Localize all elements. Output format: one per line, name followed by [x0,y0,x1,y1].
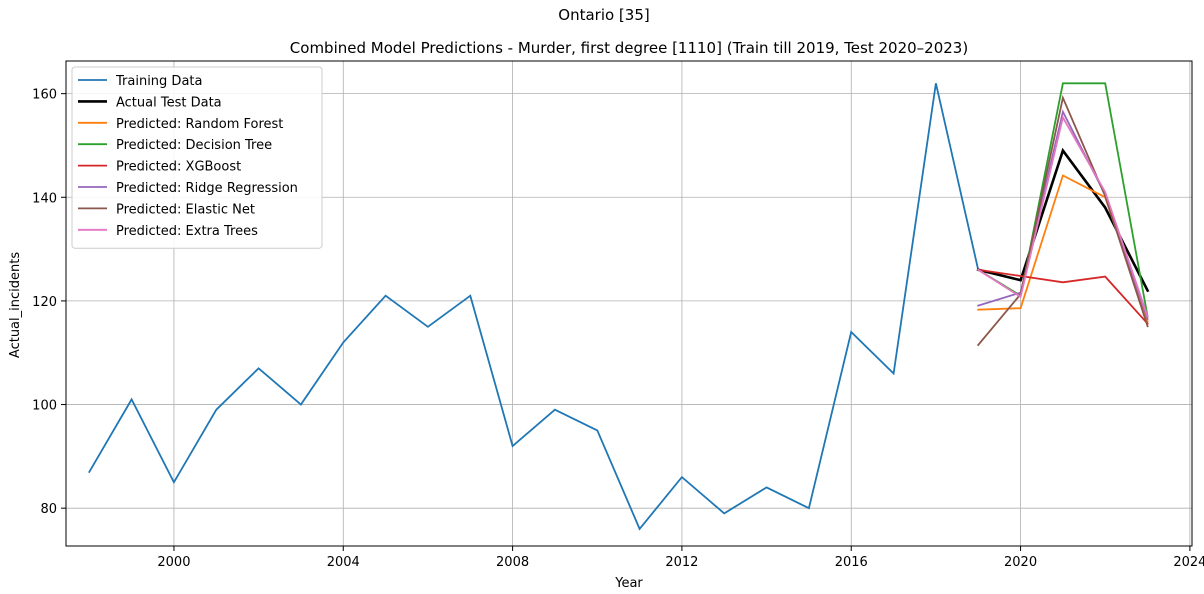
series-line-1 [976,147,1150,293]
series-line-7 [976,115,1149,318]
y-tick-label: 120 [32,295,57,310]
series-line-0 [88,83,980,531]
legend-box [71,66,323,249]
plot-lines [88,82,1150,531]
series-line-4 [977,268,1149,325]
x-tick-label: 2016 [835,555,868,570]
legend-label: Predicted: Extra Trees [116,224,258,239]
y-tick-label: 80 [40,502,57,517]
x-tick-label: 2000 [157,555,190,570]
y-tick-label: 160 [32,88,57,103]
legend-label: Predicted: XGBoost [116,160,241,175]
legend-label: Predicted: Decision Tree [116,138,272,153]
y-axis-label: Actual_incidents [8,252,23,358]
x-tick-label: 2004 [327,555,360,570]
chart-title: Combined Model Predictions - Murder, fir… [290,39,968,57]
series-line-6 [976,94,1149,347]
x-tick-label: 2012 [665,555,698,570]
plot-frame [65,60,1193,547]
axis-ticks: 2000 2004 2008 2012 2016 2020 2024 80 100 120 140 1… [32,88,1204,570]
legend-label: Predicted: Random Forest [116,117,283,132]
x-tick-label: 2008 [496,555,529,570]
figure-suptitle: Ontario [35] [558,6,649,24]
legend: Training Data Actual Test Data Predicted: … [71,66,323,249]
y-tick-label: 140 [32,191,57,206]
legend-label: Predicted: Elastic Net [116,202,255,217]
series-line-5 [977,109,1149,321]
x-axis-label: Year [614,576,643,591]
legend-label: Actual Test Data [116,95,222,110]
x-tick-label: 2020 [1004,555,1037,570]
legend-label: Training Data [115,74,202,89]
legend-label: Predicted: Ridge Regression [116,181,298,196]
y-tick-label: 100 [32,399,57,414]
x-tick-label: 2024 [1173,555,1204,570]
